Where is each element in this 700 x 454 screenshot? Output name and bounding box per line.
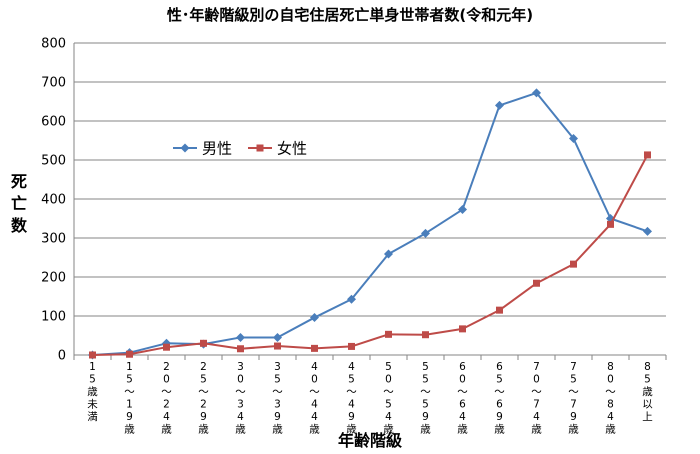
x-axis-title: 年齢階級 (338, 431, 402, 450)
x-tick-label: 3 5 ～ 3 9 歳 (272, 361, 283, 436)
data-point (607, 220, 614, 228)
data-point (569, 134, 578, 144)
y-tick-label: 700 (41, 76, 66, 91)
data-point (89, 351, 96, 359)
data-point (422, 331, 429, 339)
x-tick-label: 2 0 ～ 2 4 歳 (161, 361, 172, 436)
data-point (347, 294, 356, 304)
data-point (459, 325, 466, 333)
x-tick-label: 8 0 ～ 8 4 歳 (605, 361, 616, 436)
data-point (126, 350, 133, 358)
chart-title: 性･年齢階級別の自宅住居死亡単身世帯者数(令和元年) (167, 6, 533, 24)
series-female (89, 151, 651, 359)
data-point (237, 345, 244, 353)
legend-marker (256, 144, 264, 152)
x-tick-label: 5 0 ～ 5 4 歳 (383, 361, 394, 436)
y-tick-label: 0 (58, 349, 66, 364)
data-point (236, 332, 245, 342)
data-point (533, 279, 540, 287)
x-tick-label: 1 5 歳未満 (87, 361, 98, 423)
y-tick-label: 300 (41, 232, 66, 247)
series (88, 88, 652, 360)
x-tick-label: 6 0 ～ 6 4 歳 (457, 361, 468, 436)
data-point (348, 342, 355, 350)
y-tick-label: 200 (41, 271, 66, 286)
y-tick-label: 600 (41, 115, 66, 130)
x-tick-label: 6 5 ～ 6 9 歳 (494, 361, 505, 436)
legend: 男性 女性 (173, 140, 307, 158)
y-tick-labels: 0 100 200 300 400 500 600 700 800 (41, 37, 66, 364)
x-tick-label: 8 5 歳以上 (642, 361, 653, 423)
x-tick-label: 3 0 ～ 3 4 歳 (235, 361, 246, 436)
y-tick-label: 100 (41, 310, 66, 325)
x-tick-label: 2 5 ～ 2 9 歳 (198, 361, 209, 436)
x-tick-label: 4 0 ～ 4 4 歳 (309, 361, 320, 436)
data-point (495, 100, 504, 110)
data-point (274, 342, 281, 350)
y-tick-label: 800 (41, 37, 66, 52)
legend-label: 女性 (277, 140, 307, 158)
data-point (273, 332, 282, 342)
data-point (385, 330, 392, 338)
data-point (643, 226, 652, 236)
data-point (163, 343, 170, 351)
data-point (200, 339, 207, 347)
series-male (88, 88, 652, 360)
x-tick-label: 4 5 ～ 4 9 歳 (346, 361, 357, 436)
data-point (310, 313, 319, 323)
data-point (496, 306, 503, 314)
data-point (532, 88, 541, 98)
legend-label: 男性 (202, 140, 232, 158)
x-tick-label: 5 5 ～ 5 9 歳 (420, 361, 431, 436)
data-point (421, 228, 430, 238)
legend-marker (180, 143, 190, 153)
y-axis-title-text: 死亡数 (11, 172, 28, 235)
series-line (92, 154, 649, 356)
grid-lines (74, 42, 666, 317)
data-point (384, 249, 393, 259)
series-line (92, 91, 648, 356)
x-tick-label: 7 0 ～ 7 4 歳 (531, 361, 542, 436)
axes (73, 43, 667, 360)
data-point (311, 344, 318, 352)
data-point (570, 260, 577, 268)
x-tick-label: 1 5 ～ 1 9 歳 (124, 361, 135, 436)
y-axis-title: 死亡数 (11, 172, 28, 235)
y-tick-label: 400 (41, 193, 66, 208)
data-point (458, 205, 467, 215)
data-point (644, 151, 651, 159)
y-tick-label: 500 (41, 154, 66, 169)
x-tick-label: 7 5 ～ 7 9 歳 (568, 361, 579, 436)
x-tick-labels: 1 5 歳未満 1 5 ～ 1 9 歳 2 0 ～ 2 4 歳 2 5 ～ 2 9 歳 3 0 ～ 3 4 歳 3 5 ～ 3 9 歳 4 0 ～ 4 4… (87, 361, 653, 436)
